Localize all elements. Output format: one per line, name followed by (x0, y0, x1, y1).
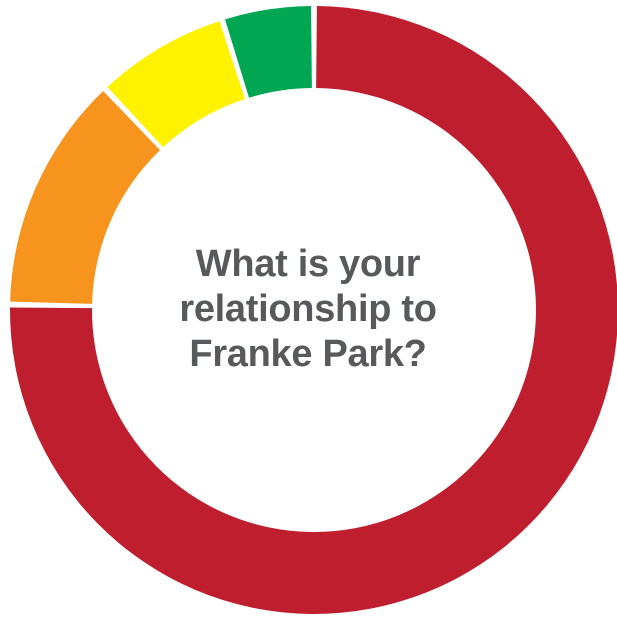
donut-slice-4 (225, 6, 312, 98)
chart-title-line-3: Franke Park? (189, 333, 427, 375)
donut-slices (10, 6, 617, 614)
chart-title-line-1: What is your (195, 243, 421, 285)
donut-slice-2 (10, 91, 161, 304)
chart-title-line-2: relationship to (179, 288, 437, 330)
donut-slice-3 (107, 21, 245, 148)
chart-title: What is your relationship to Franke Park… (158, 242, 458, 377)
